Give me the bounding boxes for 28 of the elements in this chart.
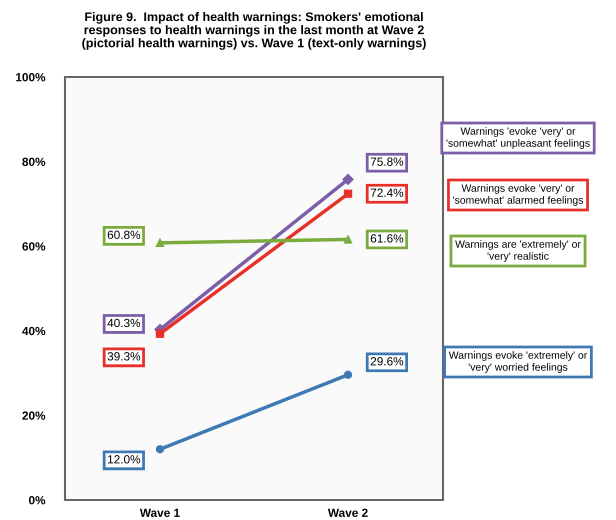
text: Warnings are 'extremely' or 'very' realistic [455,240,581,262]
y-tick-label: 0% [28,496,46,504]
point [342,174,354,185]
y-tick-label: 80% [22,158,46,166]
y-tick-label: 20% [22,411,46,420]
data-label: 29.6% [370,357,404,366]
data-label: 40.3% [107,318,140,328]
text: Warnings evoke 'very' or 'somewhat' alarmed feelings [453,184,584,206]
x-tick-label: Wave 1 [140,508,180,518]
point [344,370,352,379]
text: Warnings evoke 'extremely' or 'very' worried feelings [448,351,588,373]
point [156,238,164,247]
x-tick-label: Wave 2 [328,508,368,518]
data-label: 12.0% [108,455,140,464]
data-label: 75.8% [370,158,404,166]
data-label: 72.4% [370,188,404,197]
data-label: 39.3% [108,352,140,361]
point [156,330,164,338]
y-tick-label: 100% [16,73,46,82]
point [156,445,164,454]
y-tick-label: 60% [22,242,46,251]
point [344,190,352,198]
y-tick-label: 40% [22,326,46,336]
chart-title: Figure 9. Impact of health warnings: Smokers' emotional responses to health warnings in the last month at Wave 2 (pictorial health warnings) vs. Wave 1 (text-only warnings) [82,12,426,50]
data-label: 60.8% [108,230,140,240]
text: Warnings 'evoke 'very' or 'somewhat' unpleasant feelings [446,127,590,149]
data-label: 61.6% [370,234,404,243]
point [344,235,352,244]
